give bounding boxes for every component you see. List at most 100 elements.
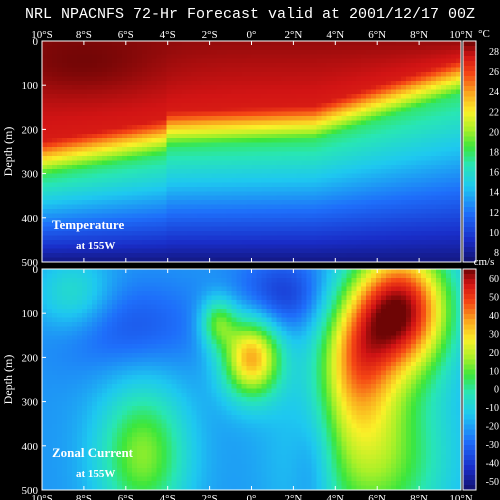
heatmap-cell (186, 200, 193, 206)
y-tick-label: 500 (22, 257, 39, 269)
heatmap-cell (171, 120, 178, 126)
heatmap-cell (176, 89, 183, 95)
heatmap-cell (306, 282, 312, 288)
heatmap-cell (211, 71, 218, 77)
heatmap-cell (46, 295, 53, 301)
heatmap-cell (241, 89, 248, 95)
heatmap-cell (441, 151, 447, 157)
heatmap-cell (116, 63, 123, 69)
heatmap-cell (206, 222, 213, 228)
heatmap-cell (431, 299, 437, 305)
heatmap-cell (366, 129, 372, 135)
heatmap-cell (181, 173, 188, 179)
heatmap-cell (181, 295, 188, 301)
heatmap-cell (121, 200, 128, 206)
heatmap-cell (356, 208, 362, 214)
heatmap-cell (186, 295, 193, 301)
heatmap-cell (211, 138, 218, 144)
heatmap-cell (81, 208, 88, 214)
heatmap-cell (356, 231, 362, 237)
heatmap-cell (166, 235, 173, 241)
heatmap-cell (281, 41, 288, 47)
heatmap-cell (456, 173, 462, 179)
heatmap-cell (266, 178, 273, 184)
heatmap-cell (316, 71, 322, 77)
heatmap-cell (51, 155, 58, 161)
heatmap-cell (271, 94, 278, 100)
heatmap-cell (241, 63, 248, 69)
heatmap-cell (296, 129, 302, 135)
heatmap-cell (126, 155, 133, 161)
heatmap-cell (301, 282, 307, 288)
heatmap-cell (401, 253, 407, 259)
heatmap-cell (321, 76, 327, 82)
heatmap-cell (331, 89, 337, 95)
heatmap-cell (211, 151, 218, 157)
heatmap-cell (341, 49, 347, 55)
heatmap-cell (376, 173, 382, 179)
heatmap-cell (396, 208, 402, 214)
heatmap-cell (456, 71, 462, 77)
heatmap-cell (42, 63, 48, 69)
heatmap-cell (101, 269, 108, 275)
heatmap-cell (451, 231, 457, 237)
heatmap-cell (121, 182, 128, 188)
heatmap-cell (231, 200, 238, 206)
heatmap-cell (436, 142, 442, 148)
heatmap-cell (446, 120, 452, 126)
heatmap-cell (71, 164, 78, 170)
heatmap-cell (236, 169, 243, 175)
heatmap-cell (381, 89, 387, 95)
heatmap-cell (306, 253, 312, 259)
heatmap-cell (321, 169, 327, 175)
heatmap-cell (96, 71, 103, 77)
colorbar-tick-label: 10 (489, 228, 499, 239)
heatmap-cell (261, 107, 268, 113)
heatmap-cell (276, 191, 283, 197)
heatmap-cell (391, 217, 397, 223)
heatmap-cell (236, 80, 243, 86)
heatmap-cell (276, 248, 283, 254)
heatmap-cell (161, 282, 168, 288)
heatmap-cell (431, 208, 437, 214)
heatmap-cell (321, 133, 327, 139)
heatmap-cell (211, 295, 218, 301)
heatmap-cell (341, 226, 347, 232)
heatmap-cell (371, 147, 377, 153)
heatmap-cell (261, 151, 268, 157)
heatmap-cell (166, 200, 173, 206)
heatmap-cell (456, 129, 462, 135)
heatmap-cell (251, 41, 258, 47)
heatmap-cell (366, 85, 372, 91)
heatmap-cell (171, 253, 178, 259)
heatmap-cell (91, 169, 98, 175)
heatmap-cell (451, 94, 457, 100)
heatmap-cell (42, 286, 48, 292)
heatmap-cell (276, 286, 283, 292)
heatmap-cell (201, 173, 208, 179)
heatmap-cell (216, 291, 223, 297)
heatmap-cell (156, 151, 163, 157)
heatmap-cell (276, 213, 283, 219)
x-tick-label: 4°S (160, 29, 176, 41)
heatmap-cell (386, 71, 392, 77)
heatmap-cell (436, 178, 442, 184)
heatmap-cell (81, 107, 88, 113)
heatmap-cell (371, 155, 377, 161)
heatmap-cell (356, 282, 362, 288)
heatmap-cell (126, 67, 133, 73)
heatmap-cell (391, 244, 397, 250)
heatmap-cell (141, 257, 148, 263)
heatmap-cell (326, 76, 332, 82)
heatmap-cell (421, 107, 427, 113)
heatmap-cell (266, 186, 273, 192)
heatmap-cell (456, 80, 462, 86)
heatmap-cell (206, 142, 213, 148)
heatmap-cell (241, 186, 248, 192)
heatmap-cell (256, 45, 263, 51)
heatmap-cell (391, 111, 397, 117)
heatmap-cell (42, 129, 48, 135)
heatmap-cell (291, 160, 297, 166)
heatmap-cell (431, 116, 437, 122)
heatmap-cell (81, 277, 88, 283)
